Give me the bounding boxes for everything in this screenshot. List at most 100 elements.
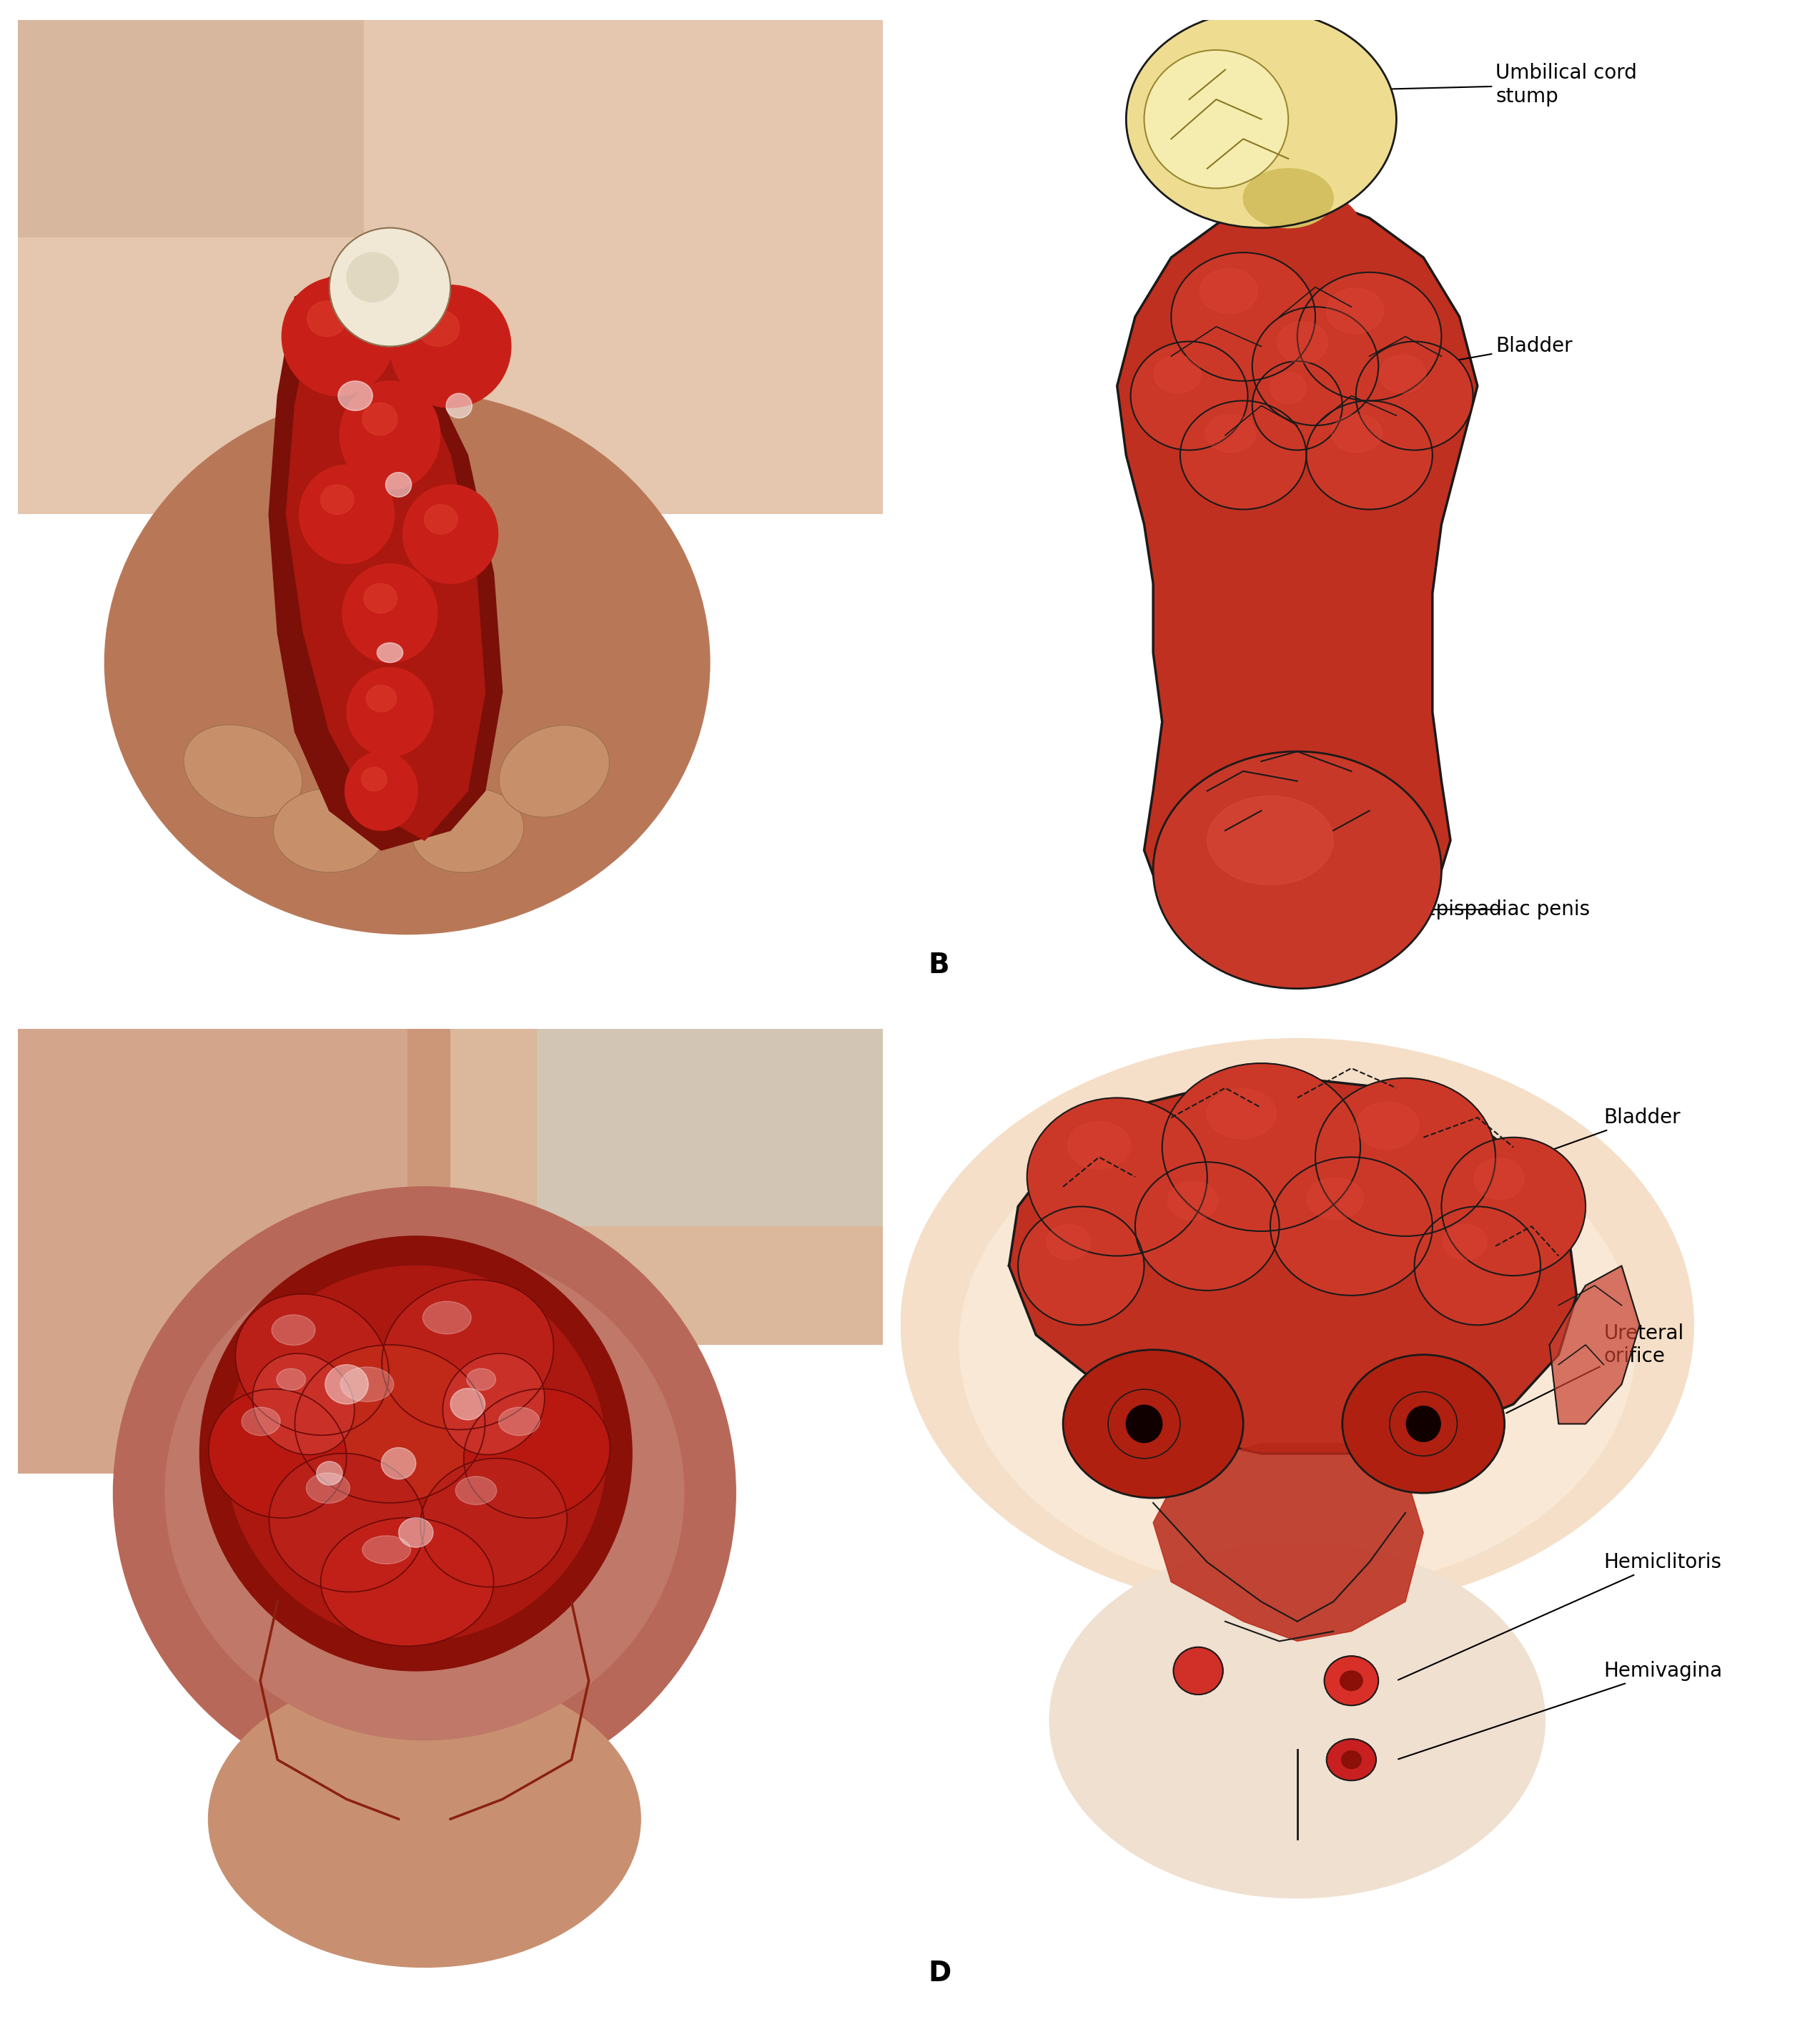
Ellipse shape xyxy=(466,1369,495,1391)
Ellipse shape xyxy=(1343,1355,1505,1493)
Text: Bladder: Bladder xyxy=(1534,1108,1680,1157)
Ellipse shape xyxy=(340,1367,393,1401)
Ellipse shape xyxy=(959,1098,1634,1591)
Ellipse shape xyxy=(1380,354,1427,393)
Ellipse shape xyxy=(329,228,451,346)
Ellipse shape xyxy=(298,464,395,564)
Ellipse shape xyxy=(1307,1177,1363,1220)
Ellipse shape xyxy=(362,1536,411,1564)
Ellipse shape xyxy=(1179,401,1307,509)
Ellipse shape xyxy=(377,644,402,662)
Ellipse shape xyxy=(1063,1351,1243,1497)
Ellipse shape xyxy=(386,473,411,497)
Ellipse shape xyxy=(226,1265,606,1642)
Ellipse shape xyxy=(339,381,373,411)
Ellipse shape xyxy=(399,1518,433,1548)
Text: Hemiclitoris: Hemiclitoris xyxy=(1398,1552,1722,1681)
Ellipse shape xyxy=(1316,1078,1496,1236)
FancyBboxPatch shape xyxy=(537,1029,883,1226)
Ellipse shape xyxy=(499,1408,541,1436)
Ellipse shape xyxy=(1046,1224,1090,1259)
Ellipse shape xyxy=(207,1670,641,1968)
Ellipse shape xyxy=(1199,269,1258,314)
Ellipse shape xyxy=(1443,1224,1487,1259)
Ellipse shape xyxy=(442,1353,544,1454)
Ellipse shape xyxy=(422,1302,471,1334)
Ellipse shape xyxy=(411,788,524,872)
Ellipse shape xyxy=(209,1389,346,1518)
Ellipse shape xyxy=(1407,1406,1441,1442)
Ellipse shape xyxy=(1127,10,1396,228)
Polygon shape xyxy=(269,277,502,849)
Text: Ureteral
orifice: Ureteral orifice xyxy=(1507,1324,1684,1414)
Ellipse shape xyxy=(317,1461,342,1485)
Ellipse shape xyxy=(1136,1161,1279,1291)
Ellipse shape xyxy=(420,1458,568,1587)
Ellipse shape xyxy=(113,1188,735,1799)
Ellipse shape xyxy=(235,1293,389,1436)
Ellipse shape xyxy=(1441,1137,1585,1275)
Ellipse shape xyxy=(308,301,346,336)
Ellipse shape xyxy=(389,285,511,407)
Ellipse shape xyxy=(1154,752,1441,988)
Ellipse shape xyxy=(273,788,386,872)
Ellipse shape xyxy=(1243,169,1334,228)
Ellipse shape xyxy=(166,1247,684,1740)
Ellipse shape xyxy=(1278,322,1329,363)
Ellipse shape xyxy=(417,310,459,346)
Ellipse shape xyxy=(253,1353,355,1454)
Ellipse shape xyxy=(277,1369,306,1391)
Ellipse shape xyxy=(1414,1206,1540,1326)
Ellipse shape xyxy=(1252,308,1378,426)
Polygon shape xyxy=(1117,198,1478,970)
Ellipse shape xyxy=(1252,361,1343,450)
Ellipse shape xyxy=(402,485,499,583)
Ellipse shape xyxy=(1307,401,1432,509)
Ellipse shape xyxy=(320,1518,493,1646)
Ellipse shape xyxy=(1474,1159,1525,1200)
Ellipse shape xyxy=(362,768,386,790)
Ellipse shape xyxy=(326,1365,368,1403)
Ellipse shape xyxy=(1168,1181,1218,1220)
Ellipse shape xyxy=(340,381,440,489)
Text: Epispadiac penis: Epispadiac penis xyxy=(1423,900,1591,919)
Ellipse shape xyxy=(1356,342,1472,450)
Ellipse shape xyxy=(1298,273,1441,401)
Ellipse shape xyxy=(1356,1102,1420,1149)
Polygon shape xyxy=(286,297,484,841)
Ellipse shape xyxy=(346,752,417,831)
FancyBboxPatch shape xyxy=(18,20,364,238)
Ellipse shape xyxy=(1068,1122,1130,1169)
Ellipse shape xyxy=(1207,796,1334,884)
FancyBboxPatch shape xyxy=(408,1029,883,1344)
Ellipse shape xyxy=(901,1039,1694,1611)
Ellipse shape xyxy=(1327,289,1383,334)
Ellipse shape xyxy=(306,1473,349,1503)
Ellipse shape xyxy=(342,564,437,662)
Ellipse shape xyxy=(382,1448,415,1479)
Ellipse shape xyxy=(1205,414,1256,452)
Ellipse shape xyxy=(364,583,397,613)
Ellipse shape xyxy=(362,403,397,436)
Ellipse shape xyxy=(1145,51,1289,187)
Ellipse shape xyxy=(184,725,302,817)
Ellipse shape xyxy=(320,485,353,515)
Ellipse shape xyxy=(1174,1648,1223,1695)
Text: A: A xyxy=(40,941,62,970)
Ellipse shape xyxy=(499,725,610,817)
Ellipse shape xyxy=(346,253,399,301)
Ellipse shape xyxy=(1154,354,1201,393)
Ellipse shape xyxy=(242,1408,280,1436)
Ellipse shape xyxy=(1234,187,1360,267)
Text: Umbilical cord
stump: Umbilical cord stump xyxy=(1370,63,1636,106)
Ellipse shape xyxy=(1172,253,1316,381)
Ellipse shape xyxy=(1327,1740,1376,1780)
Ellipse shape xyxy=(451,1389,484,1420)
Polygon shape xyxy=(1549,1265,1640,1424)
Ellipse shape xyxy=(1341,1752,1361,1768)
Ellipse shape xyxy=(1270,373,1307,403)
Ellipse shape xyxy=(446,393,471,418)
Ellipse shape xyxy=(1325,1656,1378,1705)
Ellipse shape xyxy=(1017,1206,1145,1326)
Ellipse shape xyxy=(1050,1542,1545,1898)
